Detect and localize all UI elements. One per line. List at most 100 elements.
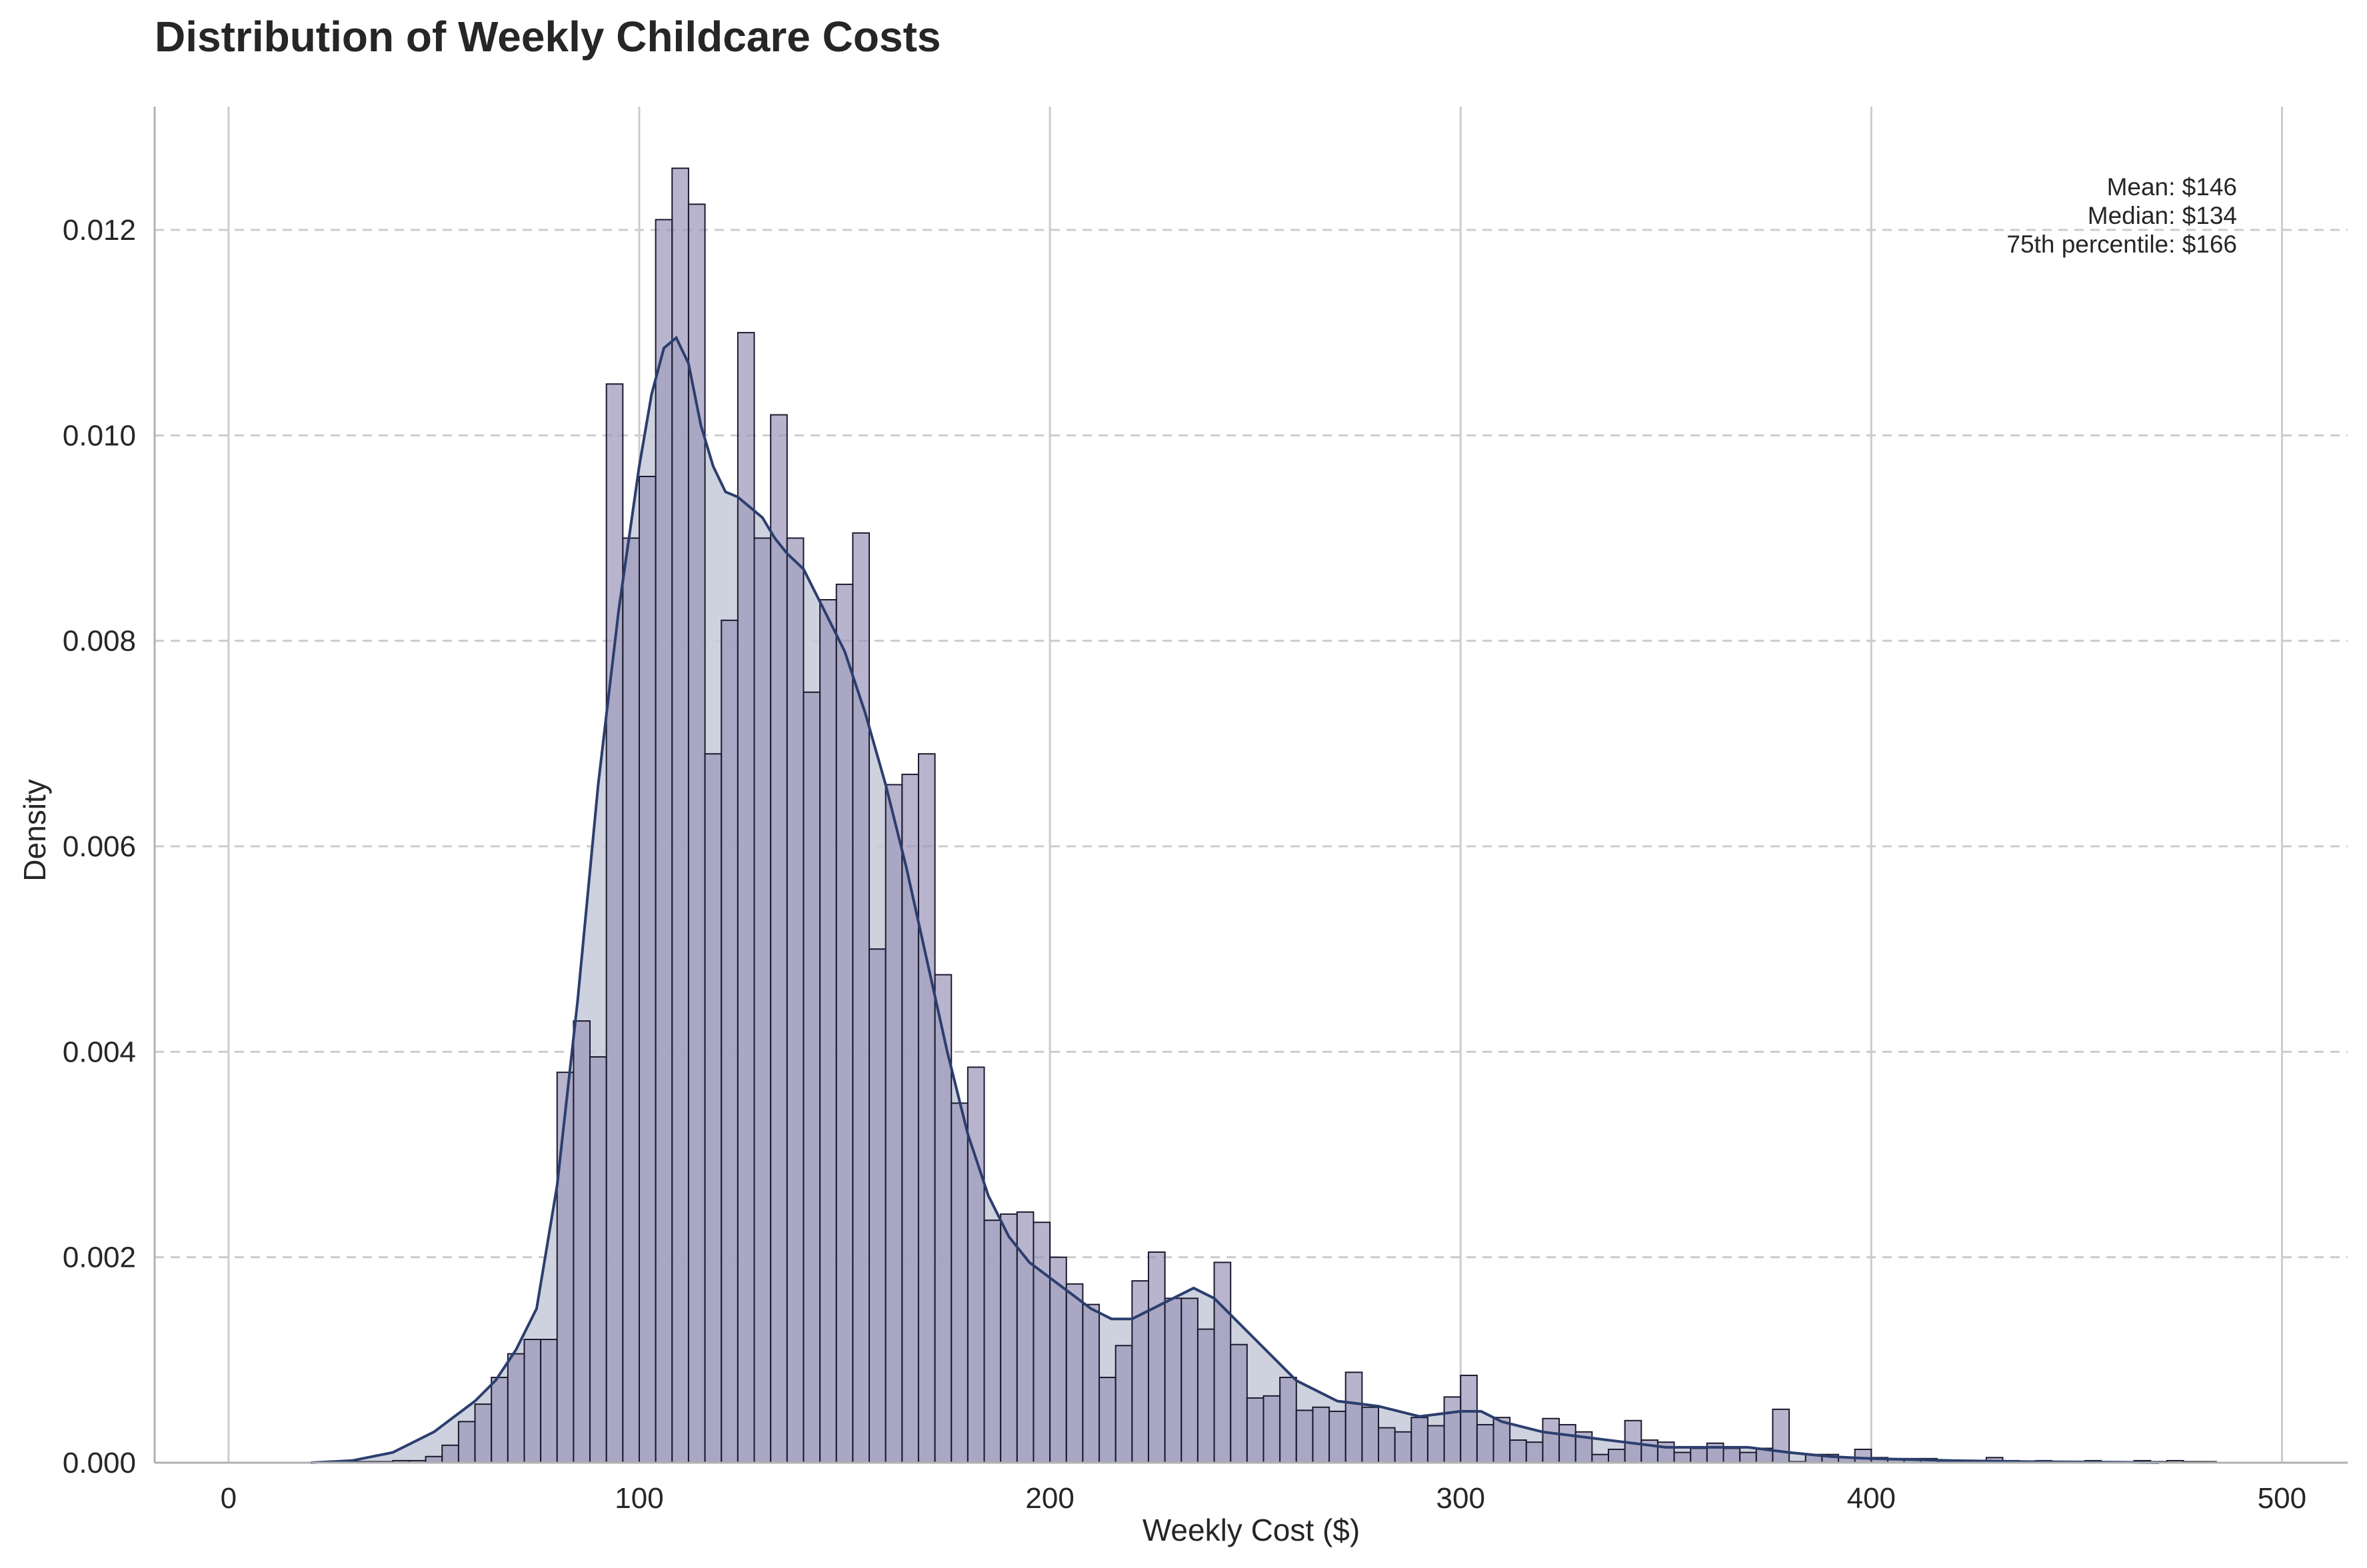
y-tick-label-5: 0.010 [63, 419, 136, 452]
stats-annotation: Mean: $146 Median: $134 75th percentile:… [2006, 173, 2237, 258]
histogram-bar-12 [540, 1339, 558, 1463]
y-tick-label-1: 0.002 [63, 1241, 136, 1274]
histogram-bar-32 [869, 948, 887, 1463]
histogram-bar-60 [1328, 1410, 1346, 1464]
x-axis-label: Weekly Cost ($) [1143, 1513, 1360, 1547]
histogram-bar-80 [1656, 1441, 1675, 1464]
y-tick-label-4: 0.008 [63, 625, 136, 658]
histogram-bar-20 [671, 167, 689, 1463]
histogram-bar-11 [523, 1339, 542, 1463]
chart-title: Distribution of Weekly Childcare Costs [155, 13, 941, 61]
mean-annotation: Mean: $146 [2107, 173, 2237, 201]
histogram-bar-8 [474, 1403, 493, 1463]
histogram-bar-48 [1131, 1280, 1149, 1463]
median-annotation: Median: $134 [2088, 202, 2237, 229]
histogram-bar-58 [1295, 1409, 1314, 1463]
histogram-bar-50 [1164, 1297, 1183, 1464]
histogram-bar-67 [1443, 1396, 1462, 1463]
histogram-bar-82 [1690, 1447, 1708, 1464]
histogram-bar-62 [1361, 1406, 1379, 1463]
histogram-bar-41 [1016, 1211, 1035, 1464]
histogram-bar-10 [507, 1353, 525, 1464]
histogram-bar-52 [1196, 1328, 1215, 1464]
histogram-bar-17 [622, 537, 641, 1463]
histogram-bar-26 [770, 414, 788, 1463]
histogram-bar-34 [901, 774, 919, 1463]
histogram-bar-72 [1525, 1441, 1544, 1464]
histogram-bar-57 [1279, 1377, 1297, 1464]
percentile-annotation: 75th percentile: $166 [2006, 231, 2237, 258]
x-tick-label-3: 300 [1436, 1482, 1485, 1515]
histogram-bar-33 [885, 784, 903, 1463]
histogram-bar-27 [786, 537, 805, 1463]
kde-line-path [310, 335, 2159, 1464]
histogram-bar-49 [1147, 1251, 1166, 1464]
histogram-bar-64 [1394, 1431, 1412, 1463]
histogram-bar-77 [1608, 1448, 1626, 1463]
histogram-bar-28 [803, 691, 821, 1463]
histogram-bar-66 [1426, 1425, 1445, 1463]
histogram-bar-25 [753, 537, 772, 1463]
histogram-bar-53 [1213, 1261, 1232, 1463]
histogram-bar-51 [1181, 1297, 1198, 1464]
kde-curve [310, 335, 2159, 1464]
x-tick-label-2: 200 [1025, 1482, 1074, 1515]
histogram-bar-24 [737, 332, 755, 1464]
y-tick-label-0: 0.000 [63, 1447, 136, 1479]
histogram-bar-73 [1542, 1417, 1560, 1463]
histogram-bar-30 [835, 583, 854, 1463]
histogram-bar-18 [639, 476, 657, 1463]
histogram-bar-23 [721, 619, 739, 1463]
histogram-bar-63 [1377, 1427, 1396, 1463]
y-axis-label: Density [17, 779, 52, 881]
histogram-bar-38 [967, 1066, 985, 1464]
y-tick-label-6: 0.012 [63, 214, 136, 247]
histogram-bar-29 [819, 599, 837, 1463]
histogram-bar-36 [934, 974, 953, 1464]
histogram-bar-56 [1262, 1395, 1281, 1464]
histogram-bar-47 [1115, 1345, 1133, 1463]
histogram-bars [343, 167, 2217, 1464]
histogram-bar-14 [573, 1020, 591, 1464]
histogram-bar-9 [491, 1377, 509, 1464]
histogram-bar-31 [852, 532, 871, 1464]
x-tick-label-5: 500 [2258, 1482, 2306, 1515]
y-tick-label-2: 0.004 [63, 1036, 136, 1068]
histogram-bar-6 [441, 1444, 459, 1464]
histogram-bar-68 [1460, 1374, 1478, 1463]
histogram-bar-84 [1722, 1447, 1741, 1464]
grid-lines [155, 107, 2348, 1463]
histogram-bar-76 [1591, 1453, 1610, 1464]
tick-labels: 0 100 200 300 400 500 0.000 0.002 0.004 0.006 0.00… [63, 214, 2306, 1515]
histogram-bar-35 [917, 753, 936, 1463]
histogram-bar-22 [704, 753, 723, 1463]
histogram-bar-44 [1065, 1283, 1084, 1463]
histogram-bar-55 [1246, 1397, 1264, 1463]
histogram-bar-16 [605, 383, 624, 1463]
axes [153, 107, 2348, 1464]
histogram-bar-54 [1230, 1343, 1248, 1464]
histogram-bar-21 [687, 203, 706, 1463]
histogram-bar-42 [1033, 1221, 1051, 1463]
histogram-bar-37 [951, 1102, 969, 1463]
histogram-bar-46 [1099, 1377, 1117, 1464]
histogram-bar-71 [1509, 1439, 1527, 1463]
histogram-bar-87 [1772, 1408, 1790, 1463]
histogram-bar-59 [1312, 1406, 1330, 1463]
histogram-bar-40 [1000, 1213, 1018, 1463]
histogram-bar-92 [1854, 1448, 1872, 1463]
histogram-bar-15 [589, 1056, 607, 1463]
histogram-bar-69 [1476, 1423, 1494, 1463]
histogram-bar-65 [1410, 1417, 1428, 1464]
histogram-bar-7 [457, 1421, 476, 1463]
histogram-bar-45 [1082, 1303, 1101, 1464]
y-tick-label-3: 0.006 [63, 830, 136, 863]
histogram-bar-74 [1558, 1423, 1576, 1463]
histogram-bar-13 [556, 1072, 575, 1463]
histogram-bar-39 [983, 1219, 1002, 1463]
histogram-bar-85 [1739, 1451, 1757, 1463]
x-tick-label-1: 100 [615, 1482, 663, 1515]
x-tick-label-0: 0 [221, 1482, 237, 1515]
x-tick-label-4: 400 [1847, 1482, 1896, 1515]
